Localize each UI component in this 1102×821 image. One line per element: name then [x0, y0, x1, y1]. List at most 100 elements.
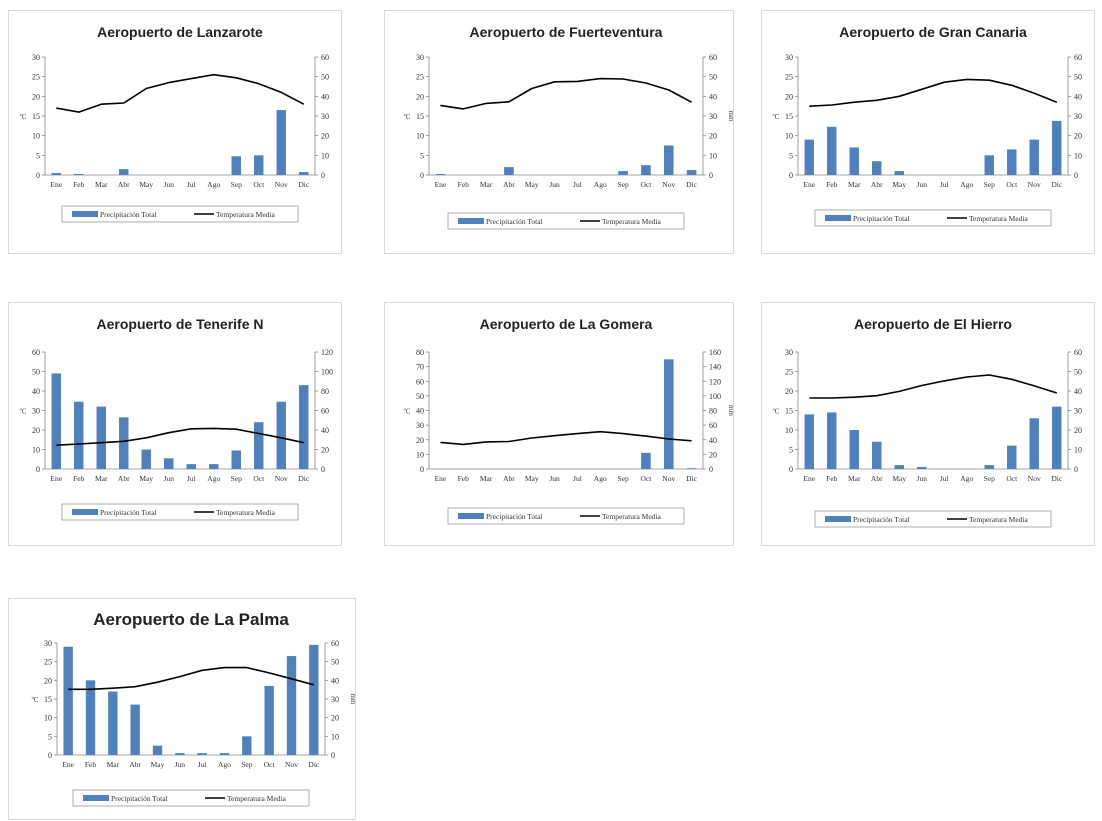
x-tick-label: Abr: [118, 180, 130, 189]
y-right-tick-label: 50: [709, 73, 717, 82]
x-tick-label: Feb: [826, 180, 838, 189]
legend-swatch-precip: [72, 211, 98, 217]
y-left-axis-label: ºC: [404, 408, 411, 416]
x-tick-label: May: [525, 180, 539, 189]
precip-bar: [96, 406, 106, 469]
legend-label-temp: Temperatura Media: [969, 214, 1028, 223]
y-left-tick-label: 10: [44, 714, 52, 723]
chart-svg: Aeropuerto de La Gomera 0 10 20 30 40 50 60 70 80…: [404, 316, 733, 525]
precip-bar: [1052, 406, 1062, 469]
precip-bar: [299, 172, 309, 175]
precip-bar: [231, 156, 241, 175]
y-left-tick-label: 25: [785, 73, 793, 82]
y-right-tick-label: 50: [1074, 73, 1082, 82]
x-tick-label: Sep: [617, 474, 629, 483]
precip-bar: [254, 155, 264, 175]
x-tick-label: Dic: [1051, 180, 1063, 189]
precip-bar: [74, 174, 84, 175]
x-tick-label: Nov: [285, 760, 298, 769]
y-left-axis-label: ºC: [773, 113, 780, 121]
x-tick-label: Jun: [917, 474, 928, 483]
y-right-tick-label: 60: [709, 53, 717, 62]
chart-panel-fuerteventura: Aeropuerto de Fuerteventura 0 5 10 15 20 25 30 0…: [384, 10, 734, 254]
x-tick-label: May: [151, 760, 165, 769]
y-left-tick-label: 50: [32, 368, 40, 377]
y-left-tick-label: 30: [785, 53, 793, 62]
x-tick-label: Ago: [594, 474, 607, 483]
x-tick-label: Nov: [1028, 180, 1041, 189]
y-left-tick-label: 25: [416, 73, 424, 82]
precip-bar: [1029, 139, 1039, 175]
x-tick-label: Mar: [95, 180, 108, 189]
y-left-tick-label: 30: [32, 53, 40, 62]
y-right-tick-label: 100: [709, 392, 721, 401]
x-tick-label: Oct: [264, 760, 276, 769]
precip-bar: [804, 139, 814, 175]
x-tick-label: Feb: [85, 760, 97, 769]
precip-bar: [618, 171, 628, 175]
precip-bar: [141, 449, 151, 469]
y-left-tick-label: 15: [32, 112, 40, 121]
x-tick-label: Oct: [640, 474, 652, 483]
y-left-tick-label: 5: [420, 151, 424, 160]
x-tick-label: Mar: [107, 760, 120, 769]
y-right-tick-label: 80: [321, 387, 329, 396]
y-left-tick-label: 20: [416, 92, 424, 101]
precip-bar: [197, 753, 207, 755]
precip-bar: [209, 464, 219, 469]
x-tick-label: Abr: [129, 760, 141, 769]
y-right-tick-label: 20: [321, 446, 329, 455]
y-left-tick-label: 0: [420, 465, 424, 474]
x-tick-label: Feb: [826, 474, 838, 483]
x-tick-label: Jul: [940, 180, 949, 189]
chart-title: Aeropuerto de La Gomera: [480, 316, 653, 332]
y-right-tick-label: 30: [709, 112, 717, 121]
y-right-tick-label: 30: [1074, 112, 1082, 121]
x-tick-label: Sep: [231, 474, 243, 483]
x-tick-label: Nov: [662, 180, 675, 189]
y-right-tick-label: 20: [321, 132, 329, 141]
y-right-tick-label: 20: [1074, 426, 1082, 435]
y-right-tick-label: 140: [709, 363, 721, 372]
chart-svg: Aeropuerto de El Hierro 0 5 10 15 20 25 30 0 10 20…: [773, 316, 1094, 528]
legend-box: [447, 212, 685, 230]
x-tick-label: May: [139, 180, 153, 189]
x-tick-label: Jul: [187, 474, 196, 483]
legend-label-temp: Temperatura Media: [969, 515, 1028, 524]
y-right-tick-label: 20: [331, 714, 339, 723]
y-right-tick-label: 50: [331, 658, 339, 667]
x-tick-label: Abr: [871, 180, 883, 189]
chart-panel-la-palma: Aeropuerto de La Palma 0 5 10 15 20 25 30 0 10 20 3…: [8, 598, 356, 820]
precip-bar: [686, 468, 697, 469]
x-tick-label: Ago: [960, 180, 973, 189]
precip-bar: [119, 169, 129, 175]
x-tick-label: Dic: [298, 474, 310, 483]
temperature-line: [809, 78, 1058, 107]
y-right-axis-label: mm: [349, 694, 355, 705]
x-tick-label: Feb: [458, 180, 470, 189]
legend-label-temp: Temperatura Media: [602, 512, 661, 521]
precip-bar: [984, 155, 994, 175]
y-right-tick-label: 60: [1074, 53, 1082, 62]
chart-panel-lanzarote: Aeropuerto de Lanzarote 0 5 10 15 20 25 30 0 10 20…: [8, 10, 342, 254]
legend-label-temp: Temperatura Media: [216, 210, 275, 219]
precip-bar: [686, 170, 697, 175]
y-left-tick-label: 15: [44, 695, 52, 704]
chart-svg: Aeropuerto de Tenerife N 0 10 20 30 40 50 60 0 20…: [20, 316, 341, 521]
x-tick-label: Jul: [198, 760, 207, 769]
y-left-tick-label: 10: [32, 446, 40, 455]
x-tick-label: Jun: [164, 180, 175, 189]
precip-bar: [804, 414, 814, 469]
legend-swatch-precip: [83, 795, 109, 801]
precip-bar: [51, 373, 61, 469]
precip-bar: [827, 126, 837, 175]
chart-title: Aeropuerto de La Palma: [93, 610, 289, 629]
y-left-tick-label: 10: [785, 132, 793, 141]
x-tick-label: Dic: [308, 760, 320, 769]
legend-swatch-precip: [458, 513, 484, 519]
x-tick-label: Abr: [503, 474, 515, 483]
x-tick-label: Abr: [118, 474, 130, 483]
precip-bar: [286, 656, 297, 755]
y-right-axis-label: mm: [727, 405, 733, 416]
y-left-tick-label: 25: [785, 368, 793, 377]
